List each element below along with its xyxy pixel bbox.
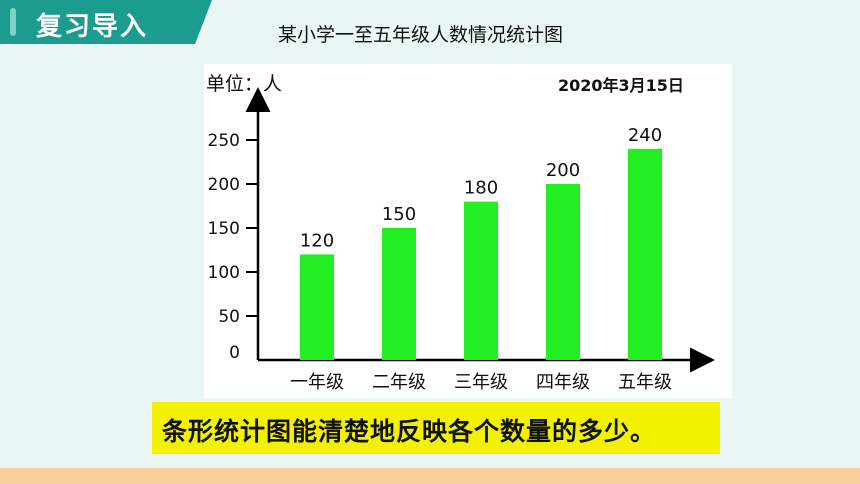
section-header-title: 复习导入 bbox=[36, 12, 149, 42]
x-tick-label: 一年级 bbox=[290, 372, 344, 393]
data-label: 180 bbox=[464, 178, 498, 199]
caption-text: 条形统计图能清楚地反映各个数量的多少。 bbox=[162, 417, 657, 446]
bar bbox=[382, 228, 416, 360]
bars bbox=[300, 148, 662, 360]
bottom-decoration-bar bbox=[0, 468, 860, 484]
x-tick-label: 三年级 bbox=[454, 372, 508, 393]
bar bbox=[628, 148, 662, 360]
y-tick-label: 150 bbox=[208, 219, 240, 239]
date-label: 2020年3月15日 bbox=[558, 76, 684, 95]
y-tick-label: 200 bbox=[208, 175, 240, 195]
section-header-tab bbox=[0, 0, 212, 44]
data-label: 240 bbox=[628, 125, 662, 146]
x-tick-labels: 一年级 二年级 三年级 四年级 五年级 bbox=[290, 372, 672, 393]
chart-title: 某小学一至五年级人数情况统计图 bbox=[278, 24, 564, 46]
bar bbox=[464, 201, 498, 360]
y-tick-label: 0 bbox=[229, 343, 240, 363]
x-tick-label: 五年级 bbox=[618, 372, 672, 393]
bar-chart: 单位：人 0 50 100 150 200 250 120 150 180 200 240 一年级… bbox=[206, 73, 715, 393]
data-label: 120 bbox=[300, 230, 334, 251]
y-tick-label: 250 bbox=[208, 131, 240, 151]
caption-box: 条形统计图能清楚地反映各个数量的多少。 bbox=[152, 402, 720, 454]
data-label: 200 bbox=[546, 160, 580, 181]
x-tick-label: 四年级 bbox=[536, 372, 590, 393]
y-tick-label: 100 bbox=[208, 263, 240, 283]
y-ticks: 0 50 100 150 200 250 bbox=[208, 131, 258, 363]
y-tick-label: 50 bbox=[218, 307, 240, 327]
y-axis-unit-label: 单位：人 bbox=[206, 73, 282, 95]
bar bbox=[300, 254, 334, 360]
data-label: 150 bbox=[382, 204, 416, 225]
chart-panel: 单位：人 0 50 100 150 200 250 120 150 180 200 240 一年级… bbox=[204, 64, 732, 398]
x-tick-label: 二年级 bbox=[372, 372, 426, 393]
data-labels: 120 150 180 200 240 bbox=[300, 125, 662, 252]
bar bbox=[546, 184, 580, 360]
